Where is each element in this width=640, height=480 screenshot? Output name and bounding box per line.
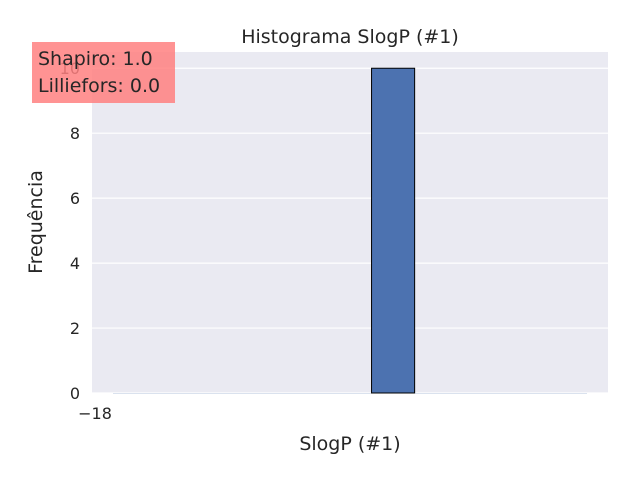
lilliefors-text: Lilliefors: 0.0: [38, 75, 160, 97]
y-ticks: 0246810: [60, 59, 80, 403]
bars: [113, 67, 587, 394]
stats-annotation: Shapiro: 1.0 Lilliefors: 0.0: [32, 42, 175, 103]
x-axis-label: SlogP (#1): [299, 433, 400, 455]
shapiro-text: Shapiro: 1.0: [38, 48, 153, 70]
histogram-bar-7: [414, 393, 458, 394]
histogram-bar-9: [500, 393, 544, 394]
histogram-bar-5: [328, 393, 372, 394]
histogram-bar-1: [156, 393, 200, 394]
histogram-bar-2: [199, 393, 243, 394]
y-tick-label-2: 4: [70, 254, 80, 273]
grid-lines: [92, 67, 608, 394]
y-tick-label-0: 0: [70, 384, 80, 403]
histogram-bar-6: [371, 67, 416, 394]
histogram-bar-8: [457, 393, 501, 394]
x-tick-label-0: −18: [78, 404, 112, 423]
histogram-bar-0: [113, 393, 157, 394]
plot-area: [92, 52, 608, 393]
y-tick-label-3: 6: [70, 189, 80, 208]
chart-title: Histograma SlogP (#1): [241, 26, 459, 48]
histogram-bar-3: [242, 393, 286, 394]
y-axis-label: Frequência: [25, 170, 47, 274]
stats-annotation-box: [32, 42, 175, 103]
histogram-bar-4: [285, 393, 329, 394]
y-tick-label-1: 2: [70, 319, 80, 338]
y-tick-label-4: 8: [70, 124, 80, 143]
histogram-bar-10: [543, 393, 587, 394]
x-ticks: −18: [78, 404, 112, 423]
